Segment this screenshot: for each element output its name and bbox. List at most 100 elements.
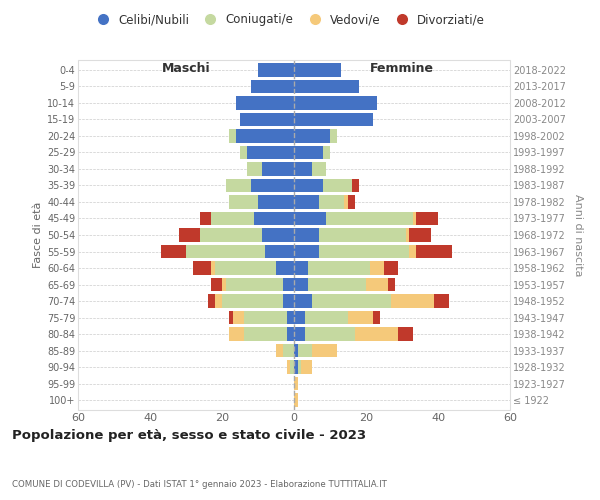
Bar — [254, 212, 294, 226]
Bar — [294, 195, 319, 209]
Bar — [409, 228, 431, 242]
Bar — [294, 212, 326, 226]
Bar — [251, 80, 294, 93]
Bar — [348, 311, 373, 324]
Bar — [251, 178, 294, 192]
Bar — [323, 178, 352, 192]
Bar — [262, 162, 294, 175]
Bar — [406, 228, 409, 242]
Bar — [229, 195, 258, 209]
Bar — [388, 278, 395, 291]
Bar — [323, 146, 330, 159]
Bar — [226, 278, 283, 291]
Bar — [308, 261, 370, 275]
Bar — [294, 112, 373, 126]
Bar — [294, 360, 298, 374]
Bar — [229, 129, 236, 142]
Bar — [312, 294, 391, 308]
Bar — [305, 311, 348, 324]
Bar — [294, 129, 330, 142]
Bar — [294, 311, 305, 324]
Bar — [276, 344, 283, 358]
Bar — [305, 328, 355, 341]
Bar — [229, 311, 233, 324]
Bar — [294, 146, 323, 159]
Bar — [413, 212, 416, 226]
Bar — [229, 328, 244, 341]
Bar — [298, 344, 312, 358]
Legend: Celibi/Nubili, Coniugati/e, Vedovi/e, Divorziati/e: Celibi/Nubili, Coniugati/e, Vedovi/e, Di… — [86, 8, 490, 31]
Text: Femmine: Femmine — [370, 62, 434, 74]
Bar — [294, 261, 308, 275]
Bar — [294, 96, 377, 110]
Bar — [409, 244, 416, 258]
Bar — [211, 261, 215, 275]
Bar — [294, 377, 298, 390]
Bar — [294, 80, 359, 93]
Bar — [301, 360, 312, 374]
Bar — [211, 212, 254, 226]
Bar — [348, 195, 355, 209]
Bar — [276, 261, 294, 275]
Bar — [366, 278, 388, 291]
Bar — [193, 261, 211, 275]
Bar — [319, 195, 344, 209]
Bar — [283, 278, 294, 291]
Bar — [200, 212, 211, 226]
Bar — [283, 294, 294, 308]
Bar — [312, 344, 337, 358]
Bar — [416, 244, 452, 258]
Bar — [240, 112, 294, 126]
Bar — [352, 178, 359, 192]
Bar — [294, 228, 319, 242]
Bar — [211, 278, 222, 291]
Bar — [355, 328, 398, 341]
Bar — [240, 146, 247, 159]
Y-axis label: Fasce di età: Fasce di età — [32, 202, 43, 268]
Bar — [222, 294, 283, 308]
Bar — [298, 360, 301, 374]
Bar — [416, 212, 438, 226]
Bar — [161, 244, 186, 258]
Bar — [236, 96, 294, 110]
Bar — [373, 311, 380, 324]
Bar — [247, 146, 294, 159]
Bar — [226, 178, 251, 192]
Bar — [265, 244, 294, 258]
Bar — [398, 328, 413, 341]
Bar — [294, 244, 319, 258]
Bar — [287, 360, 290, 374]
Bar — [215, 261, 276, 275]
Bar — [208, 294, 215, 308]
Bar — [258, 195, 294, 209]
Bar — [319, 228, 406, 242]
Text: Maschi: Maschi — [161, 62, 211, 74]
Bar — [344, 195, 348, 209]
Bar — [200, 228, 262, 242]
Bar — [233, 311, 244, 324]
Bar — [294, 278, 308, 291]
Bar — [258, 63, 294, 76]
Text: COMUNE DI CODEVILLA (PV) - Dati ISTAT 1° gennaio 2023 - Elaborazione TUTTITALIA.: COMUNE DI CODEVILLA (PV) - Dati ISTAT 1°… — [12, 480, 387, 489]
Bar — [236, 129, 294, 142]
Bar — [290, 360, 294, 374]
Bar — [222, 278, 226, 291]
Bar — [384, 261, 398, 275]
Bar — [247, 162, 262, 175]
Bar — [434, 294, 449, 308]
Bar — [186, 244, 265, 258]
Bar — [283, 344, 294, 358]
Bar — [391, 294, 434, 308]
Bar — [294, 328, 305, 341]
Bar — [294, 162, 312, 175]
Text: Popolazione per età, sesso e stato civile - 2023: Popolazione per età, sesso e stato civil… — [12, 430, 366, 442]
Bar — [244, 328, 287, 341]
Bar — [294, 178, 323, 192]
Bar — [287, 311, 294, 324]
Bar — [312, 162, 326, 175]
Bar — [294, 394, 298, 407]
Bar — [294, 344, 298, 358]
Bar — [308, 278, 366, 291]
Bar — [262, 228, 294, 242]
Y-axis label: Anni di nascita: Anni di nascita — [573, 194, 583, 276]
